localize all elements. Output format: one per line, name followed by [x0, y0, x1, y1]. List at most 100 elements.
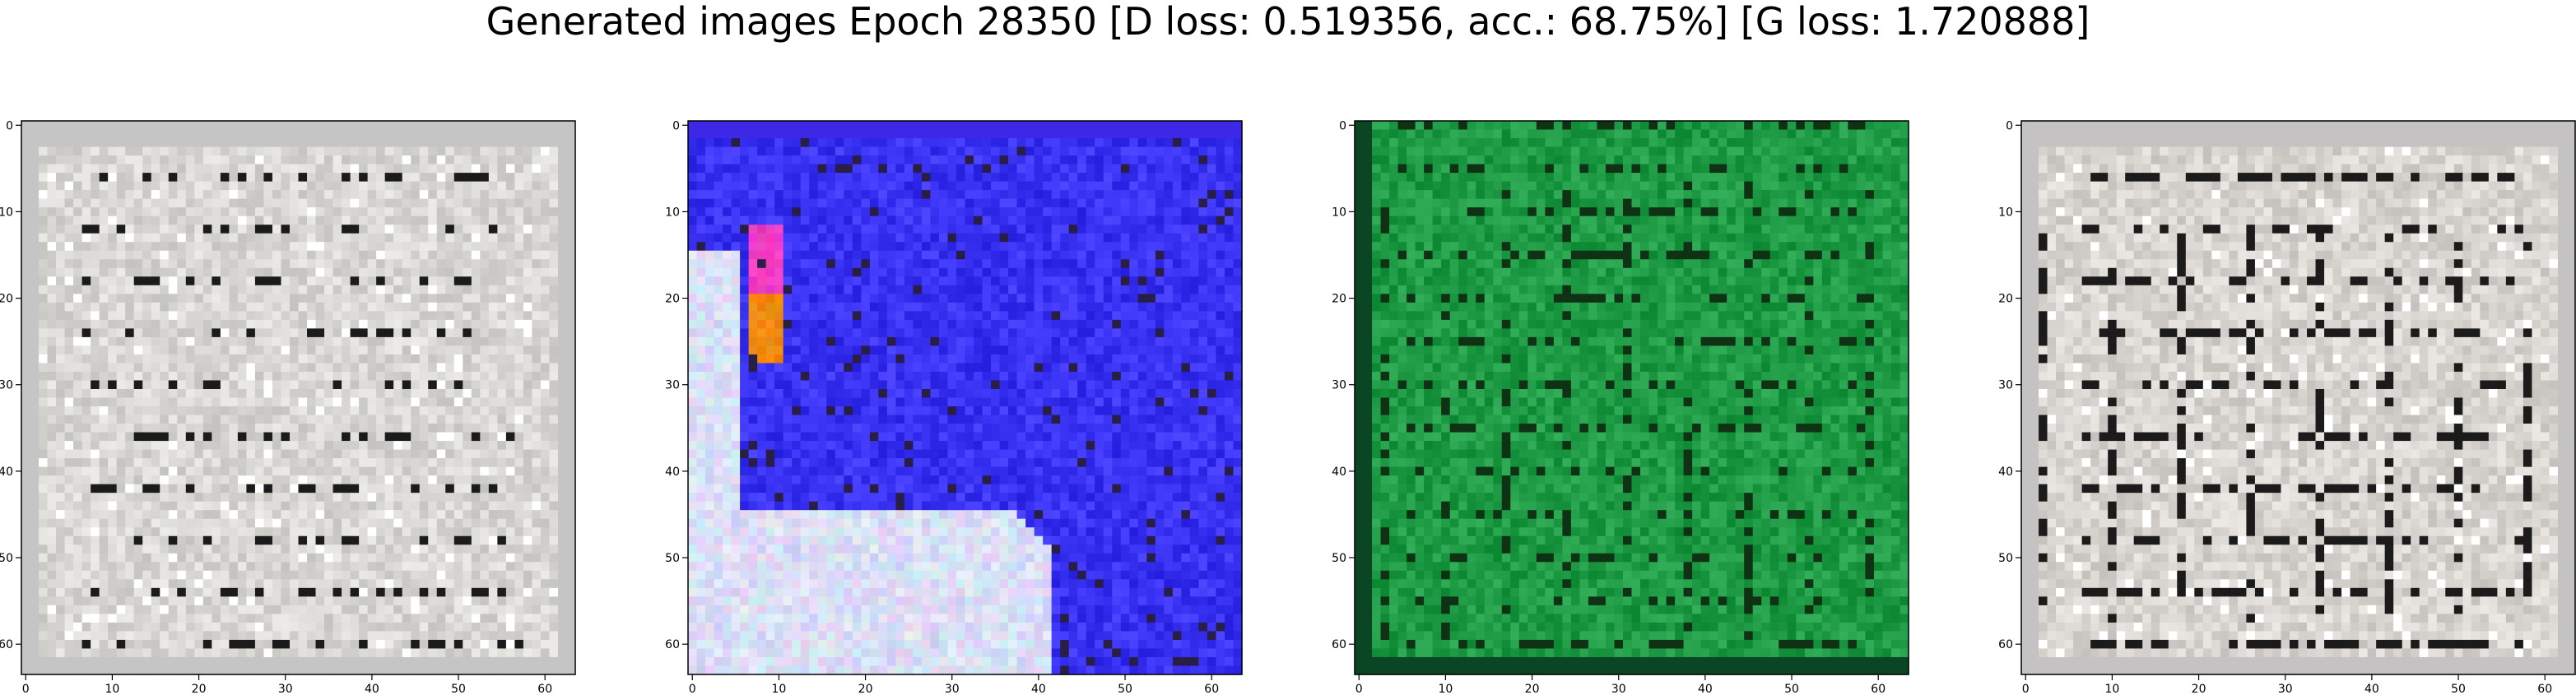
pixel — [532, 363, 542, 373]
pixel — [956, 155, 966, 165]
pixel — [488, 311, 498, 321]
pixel — [332, 493, 342, 503]
pixel — [428, 501, 438, 511]
pixel — [133, 510, 143, 520]
pixel — [142, 579, 152, 589]
pixel — [47, 406, 57, 416]
pixel — [81, 319, 91, 329]
pixel — [359, 562, 369, 572]
pixel — [540, 527, 551, 537]
pixel — [393, 121, 403, 131]
pixel — [229, 181, 239, 191]
pixel — [428, 665, 438, 675]
pixel — [497, 267, 507, 277]
pixel — [376, 328, 386, 338]
pixel — [39, 388, 49, 399]
pixel — [861, 215, 871, 225]
pixel — [298, 484, 308, 493]
pixel — [342, 371, 351, 382]
pixel — [566, 544, 576, 554]
pixel — [332, 570, 342, 580]
pixel — [168, 501, 178, 511]
pixel — [56, 605, 66, 614]
pixel — [505, 527, 515, 537]
pixel — [289, 371, 300, 382]
pixel — [151, 388, 160, 399]
pixel — [1129, 207, 1139, 217]
pixel — [220, 535, 230, 545]
pixel — [540, 294, 551, 303]
pixel — [56, 121, 66, 131]
pixel — [108, 285, 118, 294]
pixel — [99, 164, 109, 174]
pixel — [878, 146, 888, 156]
pixel — [177, 225, 187, 234]
pixel — [523, 242, 533, 252]
pixel — [108, 354, 118, 364]
pixel — [895, 121, 905, 131]
pixel — [1224, 146, 1235, 156]
pixel — [453, 449, 463, 459]
pixel — [246, 138, 256, 148]
pixel — [367, 579, 377, 589]
pixel — [125, 493, 135, 503]
pixel — [298, 215, 308, 225]
pixel — [185, 415, 195, 424]
pixel — [125, 475, 135, 485]
pixel — [991, 225, 1001, 234]
pixel — [523, 155, 533, 165]
pixel — [64, 527, 74, 537]
pixel — [350, 302, 360, 312]
pixel — [272, 146, 282, 156]
pixel — [367, 406, 377, 416]
pixel — [73, 294, 83, 303]
pixel — [30, 242, 40, 252]
pixel — [289, 406, 300, 416]
pixel — [514, 181, 524, 191]
pixel — [844, 164, 853, 174]
pixel — [480, 665, 490, 675]
pixel — [428, 553, 438, 563]
pixel — [367, 294, 377, 303]
pixel — [281, 294, 291, 303]
pixel — [263, 596, 273, 606]
pixel — [263, 570, 273, 580]
pixel — [272, 622, 282, 632]
pixel — [281, 458, 291, 468]
pixel — [350, 242, 360, 252]
pixel — [151, 164, 160, 174]
pixel — [1086, 164, 1095, 174]
pixel — [471, 233, 481, 243]
pixel — [488, 475, 498, 485]
pixel — [99, 259, 109, 269]
pixel — [471, 155, 481, 165]
pixel — [1103, 146, 1113, 156]
pixel — [307, 424, 317, 433]
pixel — [342, 648, 351, 658]
pixel — [419, 622, 429, 632]
pixel — [1043, 215, 1053, 225]
pixel — [168, 553, 178, 563]
pixel — [81, 596, 91, 606]
pixel — [471, 363, 481, 373]
pixel — [1095, 215, 1104, 225]
pixel — [384, 354, 394, 364]
pixel — [549, 631, 559, 641]
pixel — [471, 207, 481, 217]
pixel — [1051, 190, 1061, 200]
pixel — [185, 458, 195, 468]
pixel — [532, 475, 542, 485]
pixel — [402, 432, 412, 442]
pixel — [453, 406, 463, 416]
pixel — [384, 544, 394, 554]
pixel — [237, 518, 248, 528]
pixel — [151, 458, 160, 468]
pixel — [116, 501, 126, 511]
pixel — [402, 198, 412, 208]
pixel — [237, 225, 248, 234]
pixel — [91, 198, 100, 208]
pixel — [549, 553, 559, 563]
pixel — [557, 631, 568, 641]
pixel — [263, 605, 273, 614]
pixel — [878, 233, 888, 243]
